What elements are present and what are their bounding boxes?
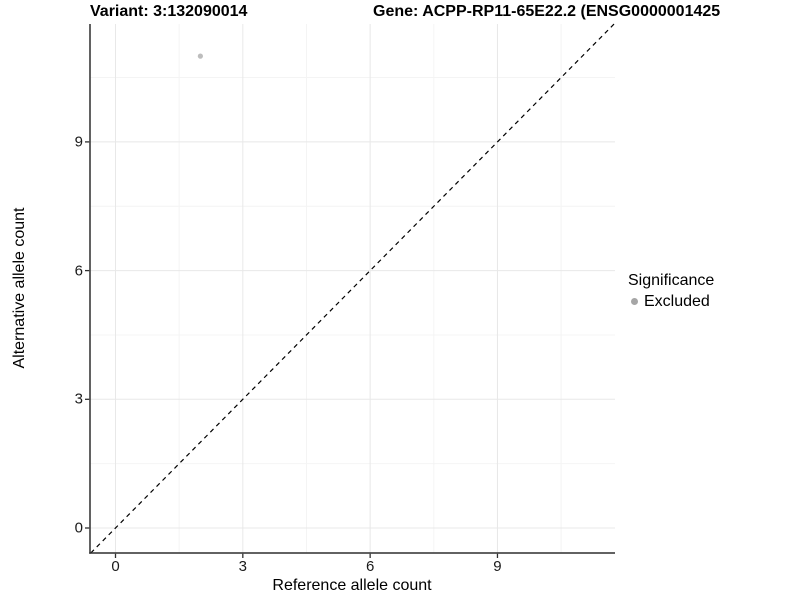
x-tick-label: 6: [365, 558, 375, 575]
legend-title: Significance: [628, 272, 715, 289]
significance-legend: Significance Excluded: [628, 271, 714, 311]
y-axis-title: Alternative allele count: [11, 207, 28, 369]
excluded-point-icon: [631, 298, 638, 305]
y-tick-label: 6: [74, 262, 83, 280]
legend-entry-excluded: Excluded: [628, 292, 714, 311]
x-tick-label: 0: [111, 558, 120, 575]
x-tick-label: 9: [493, 558, 502, 575]
variant-title: Variant: 3:132090014: [90, 3, 248, 20]
x-axis-title: Reference allele count: [272, 577, 432, 594]
legend-entry-label: Excluded: [644, 293, 710, 310]
gene-title: Gene: ACPP-RP11-65E22.2 (ENSG0000001425: [373, 3, 721, 20]
identity-line: [90, 23, 615, 554]
x-tick-label: 3: [238, 558, 247, 575]
y-tick-label: 0: [74, 519, 83, 537]
y-tick-label: 9: [74, 133, 83, 151]
data-point: [197, 53, 203, 59]
y-tick-label: 3: [74, 390, 83, 408]
